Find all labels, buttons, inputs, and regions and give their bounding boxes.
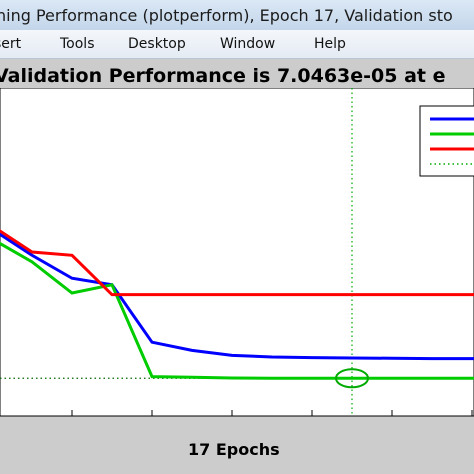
window-title-bar[interactable]: ning Performance (plotperform), Epoch 17… <box>0 0 474 31</box>
menu-item-insert[interactable]: sert <box>0 36 22 52</box>
menu-item-tools[interactable]: Tools <box>60 36 95 52</box>
x-tick-label-4: 4 <box>68 423 77 424</box>
window-title: ning Performance (plotperform), Epoch 17… <box>0 6 453 25</box>
menu-item-desktop[interactable]: Desktop <box>128 36 186 52</box>
x-tick-label-12: 12 <box>383 423 401 424</box>
best-point-marker <box>335 368 369 389</box>
x-tick-label-6: 6 <box>148 423 157 424</box>
menu-item-help[interactable]: Help <box>314 36 346 52</box>
performance-plot: 4 6 8 10 12 14 <box>0 88 474 424</box>
x-tick-label-8: 8 <box>228 423 237 424</box>
menu-bar: sert Tools Desktop Window Help <box>0 30 474 59</box>
x-axis-label: 17 Epochs <box>188 440 280 459</box>
series-train-line <box>0 232 474 361</box>
plot-title: Validation Performance is 7.0463e-05 at … <box>0 65 446 87</box>
series-validation-line <box>0 241 474 380</box>
legend-box <box>419 105 474 177</box>
x-tick-label-14: 14 <box>463 423 474 424</box>
menu-item-window[interactable]: Window <box>220 36 276 52</box>
x-tick-label-10: 10 <box>303 423 321 424</box>
series-test-line <box>0 229 474 297</box>
plot-area <box>0 88 474 417</box>
